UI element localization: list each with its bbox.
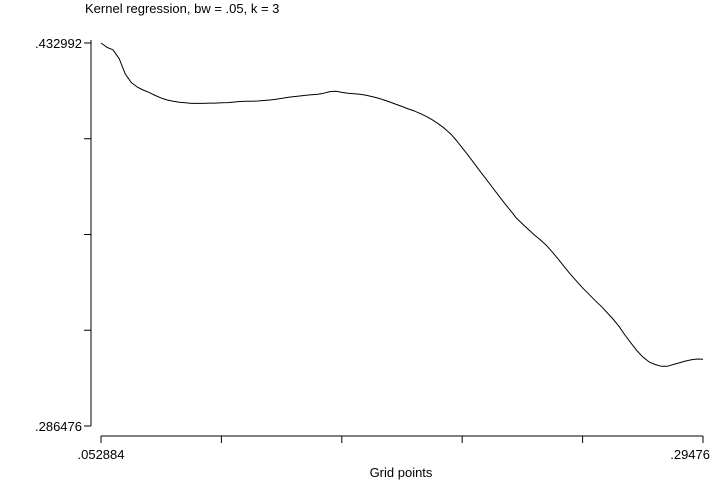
y-tick-label: .432992 bbox=[35, 36, 82, 51]
x-axis-label: Grid points bbox=[370, 465, 433, 480]
series-layer bbox=[100, 42, 704, 367]
series-line bbox=[100, 42, 704, 367]
x-axis-ticks: .052884 .29476 bbox=[78, 436, 710, 462]
y-tick-label: .286476 bbox=[35, 419, 82, 434]
y-axis-ticks: .286476 .432992 bbox=[35, 36, 91, 434]
x-tick-label: .052884 bbox=[78, 447, 125, 462]
x-tick-label: .29476 bbox=[670, 447, 710, 462]
chart-title: Kernel regression, bw = .05, k = 3 bbox=[85, 1, 279, 16]
